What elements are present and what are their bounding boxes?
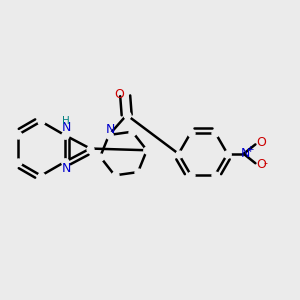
Text: N: N	[61, 162, 71, 175]
Text: O: O	[256, 136, 266, 149]
Text: -: -	[264, 158, 268, 168]
Text: O: O	[256, 158, 266, 171]
Text: N: N	[241, 147, 250, 160]
Text: N: N	[106, 123, 115, 136]
Text: O: O	[114, 88, 124, 101]
Text: N: N	[61, 121, 71, 134]
Text: H: H	[62, 116, 70, 126]
Text: +: +	[246, 145, 254, 154]
